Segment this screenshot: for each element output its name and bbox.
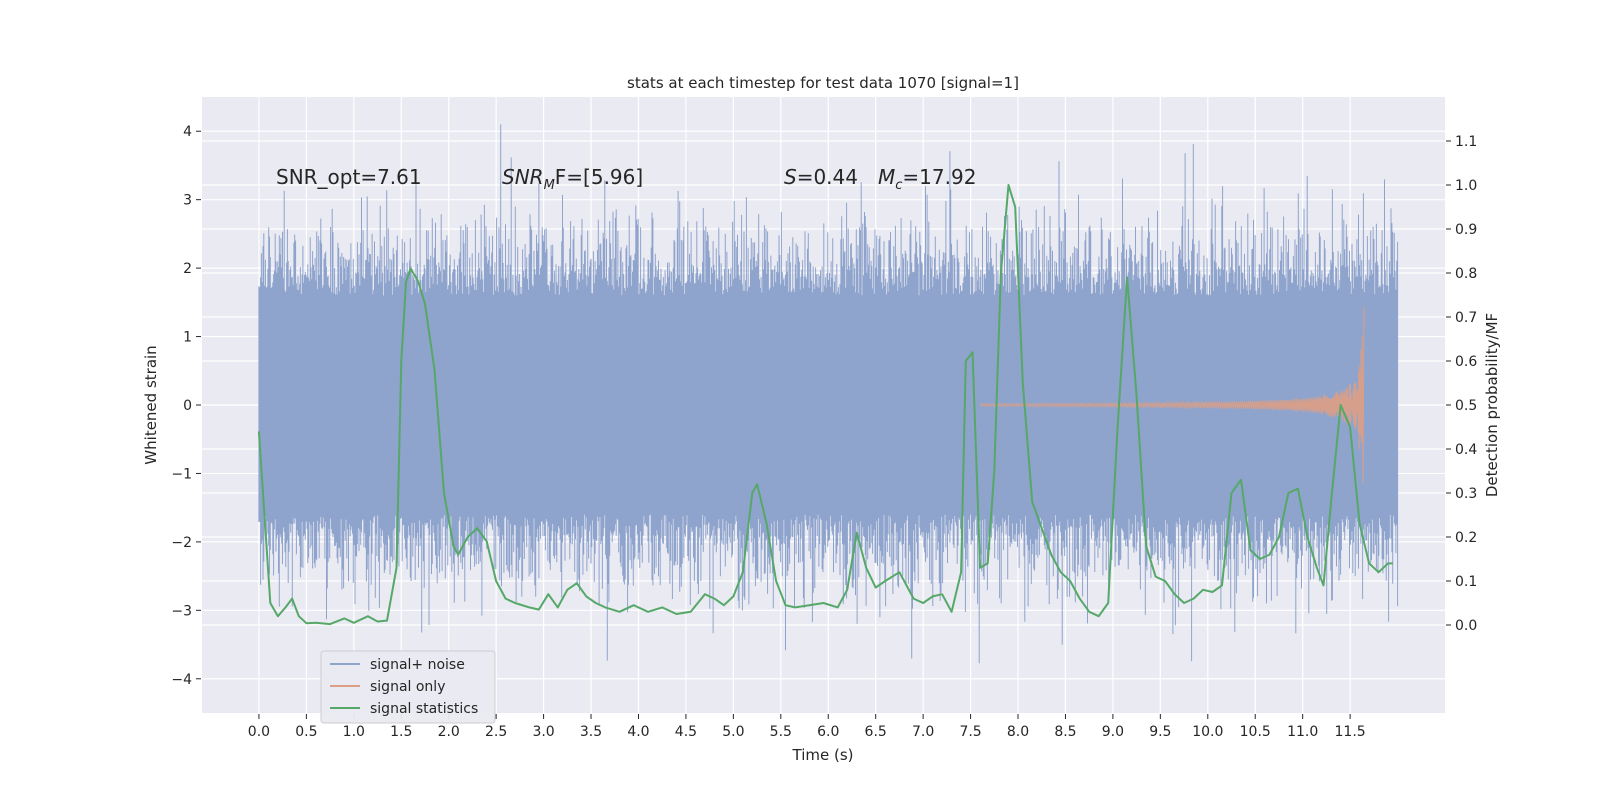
x-tick-label: 10.0 [1192, 724, 1223, 740]
chart-title: stats at each timestep for test data 107… [627, 74, 1019, 92]
y-left-tick-label: −4 [171, 672, 192, 688]
x-tick-label: 4.5 [675, 724, 697, 740]
x-tick-label: 3.5 [580, 724, 602, 740]
y-left-tick-label: −2 [171, 535, 192, 551]
y-right-tick-label: 0.9 [1455, 222, 1477, 238]
tick-layer: 0.0 0.5 1.0 1.5 2.0 2.5 3.0 3.5 4.0 4.5 5.0 5.5 6.0 6… [171, 124, 1477, 740]
y-right-tick-label: 0.7 [1455, 310, 1477, 326]
y-axis-left-label: Whitened strain [142, 345, 160, 464]
x-tick-label: 4.0 [627, 724, 649, 740]
y-right-tick-label: 0.3 [1455, 486, 1477, 502]
legend-label-noise: signal+ noise [370, 657, 465, 673]
statistics-series [257, 184, 1393, 626]
x-tick-label: 6.0 [817, 724, 839, 740]
x-tick-label: 6.5 [865, 724, 887, 740]
snr-mf-value: F=[5.96] [555, 165, 643, 189]
y-right-tick-label: 0.1 [1455, 574, 1477, 590]
y-right-tick-label: 1.1 [1455, 134, 1477, 150]
legend-label-statistics: signal statistics [370, 701, 478, 717]
x-tick-label: 8.5 [1054, 724, 1076, 740]
x-tick-label: 3.0 [532, 724, 554, 740]
snr-mf-symbol: SNR [502, 165, 544, 189]
s-value: =0.44 [797, 165, 858, 189]
x-tick-label: 9.5 [1149, 724, 1171, 740]
legend-label-signal: signal only [370, 679, 445, 695]
annotation-mc: Mc=17.92 [878, 165, 976, 193]
x-tick-label: 11.5 [1335, 724, 1366, 740]
x-axis-label: Time (s) [792, 746, 854, 764]
legend: signal+ noise signal only signal statist… [320, 650, 496, 724]
x-tick-label: 0.0 [248, 724, 270, 740]
x-tick-label: 2.5 [485, 724, 507, 740]
y-left-tick-label: 1 [183, 330, 192, 346]
y-right-tick-label: 0.5 [1455, 398, 1477, 414]
y-right-tick-label: 1.0 [1455, 178, 1477, 194]
annotation-snr-mf: SNRMF=[5.96] [502, 165, 643, 193]
signal-chirp [979, 307, 1365, 484]
y-right-tick-label: 0.2 [1455, 530, 1477, 546]
x-tick-label: 0.5 [295, 724, 317, 740]
y-left-tick-label: −1 [171, 466, 192, 482]
y-left-tick-label: 4 [183, 124, 192, 140]
s-symbol: S [784, 165, 797, 189]
y-axis-right-label: Detection probability/MF [1483, 313, 1501, 497]
y-right-tick-label: 0.0 [1455, 618, 1477, 634]
mc-symbol: M [878, 165, 895, 189]
x-tick-label: 11.0 [1287, 724, 1318, 740]
x-tick-label: 10.5 [1240, 724, 1271, 740]
annotation-snr-opt: SNR_opt=7.61 [276, 165, 422, 189]
y-right-tick-label: 0.6 [1455, 354, 1477, 370]
statistics-line [257, 184, 1393, 626]
snr-mf-subscript: M [544, 178, 555, 193]
x-tick-label: 8.0 [1007, 724, 1029, 740]
y-right-tick-label: 0.8 [1455, 266, 1477, 282]
x-tick-label: 1.5 [390, 724, 412, 740]
x-tick-label: 5.5 [770, 724, 792, 740]
y-left-tick-label: 2 [183, 261, 192, 277]
mc-subscript: c [895, 178, 902, 193]
legend-box [320, 650, 496, 724]
x-tick-label: 5.0 [722, 724, 744, 740]
signal-series [979, 307, 1365, 484]
y-left-tick-label: −3 [171, 603, 192, 619]
noise-trace [258, 124, 1399, 664]
x-tick-label: 7.5 [959, 724, 981, 740]
x-tick-label: 7.0 [912, 724, 934, 740]
mc-value: =17.92 [902, 165, 976, 189]
y-right-tick-label: 0.4 [1455, 442, 1477, 458]
y-left-tick-label: 0 [183, 398, 192, 414]
x-tick-label: 1.0 [343, 724, 365, 740]
x-tick-label: 2.0 [438, 724, 460, 740]
y-left-tick-label: 3 [183, 193, 192, 209]
annotation-s: S=0.44 [784, 165, 858, 189]
x-tick-label: 9.0 [1102, 724, 1124, 740]
